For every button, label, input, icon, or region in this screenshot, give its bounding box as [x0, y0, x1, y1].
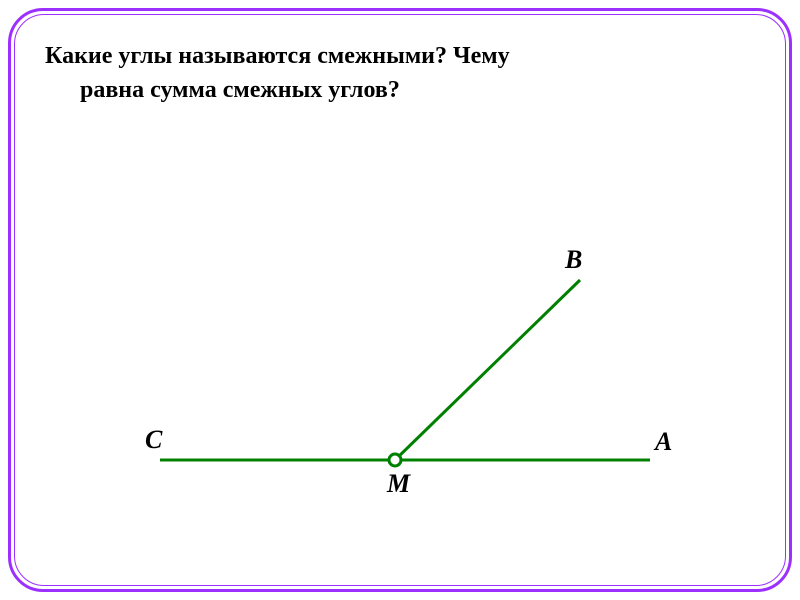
geometry-diagram: C M A B — [40, 160, 760, 540]
lines-group — [160, 280, 650, 460]
label-M: M — [386, 469, 411, 498]
points-group — [389, 454, 401, 466]
question-line-1: Какие углы называются смежными? Чему — [45, 40, 760, 74]
label-C: C — [145, 425, 163, 454]
question-line-2: равна сумма смежных углов? — [45, 74, 760, 108]
label-B: B — [564, 245, 582, 274]
diagram-svg: C M A B — [40, 160, 760, 540]
question-text: Какие углы называются смежными? Чему рав… — [40, 40, 760, 107]
line-M-B — [395, 280, 580, 460]
point-M — [389, 454, 401, 466]
content-area: Какие углы называются смежными? Чему рав… — [40, 40, 760, 560]
label-A: A — [653, 427, 672, 456]
